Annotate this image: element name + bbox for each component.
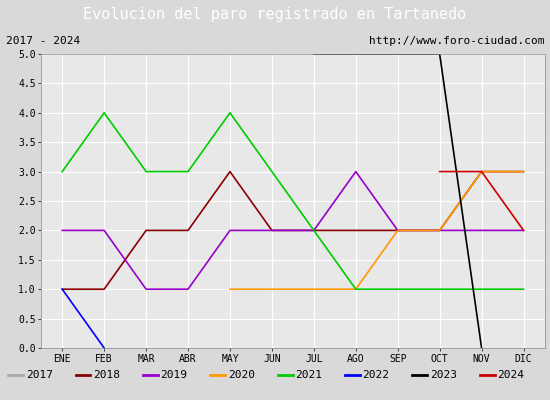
Text: 2017 - 2024: 2017 - 2024 [6, 36, 80, 46]
Text: 2022: 2022 [362, 370, 389, 380]
Text: 2019: 2019 [161, 370, 188, 380]
Text: 2023: 2023 [430, 370, 457, 380]
Text: 2018: 2018 [93, 370, 120, 380]
Text: 2017: 2017 [26, 370, 53, 380]
Text: http://www.foro-ciudad.com: http://www.foro-ciudad.com [369, 36, 544, 46]
Text: 2024: 2024 [497, 370, 524, 380]
Text: 2021: 2021 [295, 370, 322, 380]
Text: 2020: 2020 [228, 370, 255, 380]
Text: Evolucion del paro registrado en Tartanedo: Evolucion del paro registrado en Tartane… [84, 8, 466, 22]
